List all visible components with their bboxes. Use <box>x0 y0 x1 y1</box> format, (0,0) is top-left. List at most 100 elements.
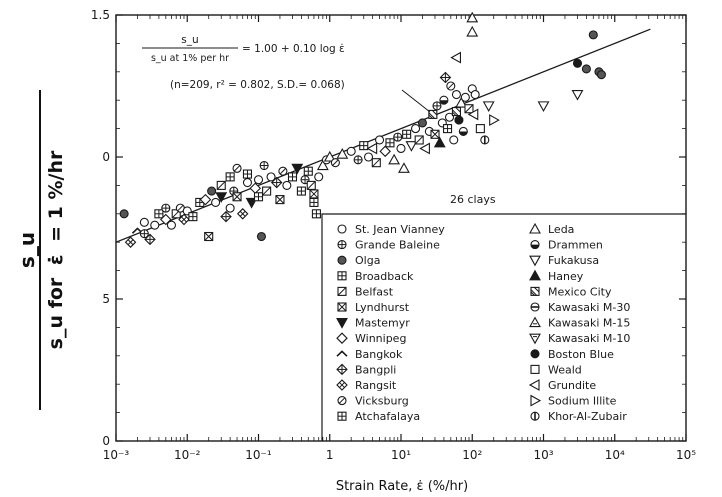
data-point <box>446 81 456 91</box>
data-point <box>232 192 242 202</box>
data-point <box>166 220 176 230</box>
legend-marker <box>529 316 541 328</box>
data-point <box>336 148 349 159</box>
data-point <box>419 142 430 155</box>
data-point <box>455 96 468 108</box>
legend-marker <box>336 363 348 376</box>
legend-label: Kawasaki M-30 <box>548 301 630 314</box>
data-point <box>139 217 149 227</box>
data-point <box>296 186 306 196</box>
data-point <box>466 11 479 23</box>
legend-label: Sodium Illite <box>548 395 617 408</box>
data-point <box>216 180 226 190</box>
data-point <box>396 143 406 154</box>
data-point <box>371 158 381 168</box>
data-point <box>161 203 171 213</box>
x-tick-label: 10¹ <box>391 448 411 462</box>
data-point <box>439 95 449 105</box>
data-point <box>242 178 253 188</box>
data-point <box>309 197 319 207</box>
data-point <box>139 229 149 239</box>
legend-label: Fukakusa <box>548 254 599 267</box>
data-point <box>417 118 427 128</box>
x-tick-label: 10⁻³ <box>103 448 130 462</box>
data-point <box>444 112 455 122</box>
legend-marker <box>529 269 541 281</box>
legend-marker <box>530 302 540 312</box>
y-tick-labels: 0 5 0 1.5 <box>91 8 110 448</box>
data-point <box>482 101 495 113</box>
data-point <box>253 175 264 185</box>
data-point <box>346 146 356 156</box>
data-point <box>242 169 253 179</box>
data-point <box>178 213 190 226</box>
legend-label: Winnipeg <box>355 332 406 345</box>
data-point <box>366 142 378 155</box>
legend-label: Weald <box>548 363 582 376</box>
legend-marker <box>529 222 541 234</box>
legend-marker <box>529 255 541 267</box>
data-point <box>581 64 591 74</box>
data-point <box>449 135 459 145</box>
regression-line <box>115 28 651 243</box>
data-point <box>460 92 470 102</box>
data-point <box>220 210 232 223</box>
data-point <box>470 89 480 100</box>
data-point <box>225 203 235 213</box>
x-tick-labels: 10⁻³ 10⁻² 10⁻¹ 1 10¹ 10² 10³ 10⁴ 10⁵ <box>103 448 696 462</box>
legend-marker <box>337 271 347 281</box>
data-point <box>259 160 269 171</box>
legend-label: Rangsit <box>355 379 397 392</box>
data-point <box>316 159 329 171</box>
data-point <box>144 233 156 246</box>
legend-marker <box>530 364 540 374</box>
axis-ticks <box>115 14 687 442</box>
data-point <box>199 193 212 206</box>
data-point <box>303 166 313 176</box>
legend-marker <box>529 333 541 345</box>
legend-marker <box>530 349 540 359</box>
legend-label: Vicksburg <box>355 395 409 408</box>
data-point <box>270 176 283 189</box>
data-point <box>188 212 198 222</box>
data-point <box>375 135 385 145</box>
x-tick-label: 10⁴ <box>605 448 625 462</box>
y-tick-label: 1.5 <box>91 8 110 22</box>
legend-label: Mastemyr <box>355 317 410 330</box>
data-point <box>430 129 440 139</box>
legend-label: St. Jean Vianney <box>355 223 445 236</box>
data-point <box>353 155 363 165</box>
equation-denominator: s_u at 1% per hr <box>151 53 229 64</box>
data-point <box>154 209 164 219</box>
data-point <box>458 126 468 136</box>
legend-marker <box>337 286 347 296</box>
data-point <box>266 172 276 182</box>
data-point <box>275 195 285 205</box>
legend-marker <box>337 396 347 406</box>
data-point <box>211 197 221 207</box>
data-point <box>215 192 228 203</box>
legend-marker <box>337 224 347 234</box>
legend-label: Grundite <box>548 379 596 392</box>
legend-marker <box>530 240 540 250</box>
y-axis-label-numerator: s_u <box>15 232 39 268</box>
data-point <box>225 172 235 182</box>
y-tick-label: 0 <box>102 150 110 164</box>
data-point <box>398 162 410 173</box>
data-point <box>572 58 583 68</box>
legend-label: Bangkok <box>355 348 403 361</box>
legend-label: Leda <box>548 223 574 236</box>
data-point <box>388 153 401 165</box>
legend-marker <box>337 255 347 265</box>
legend-marker <box>336 379 348 391</box>
data-point <box>204 231 214 242</box>
data-point <box>410 124 421 134</box>
x-tick-label: 10² <box>462 448 482 462</box>
data-point <box>489 114 500 127</box>
data-point <box>323 150 336 162</box>
data-point <box>253 192 264 202</box>
legend-label: Atchafalaya <box>355 410 420 423</box>
legend-marker <box>530 286 540 296</box>
data-point <box>385 138 395 148</box>
